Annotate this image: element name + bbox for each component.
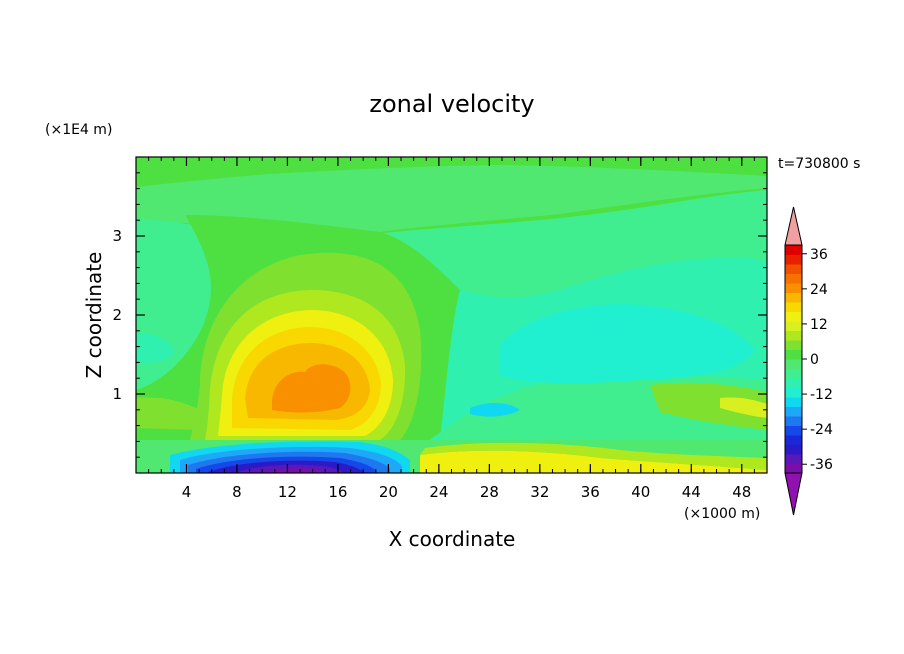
x-tick-label: 40 [631, 483, 650, 501]
chart-title: zonal velocity [369, 90, 534, 118]
colorbar-swatch [785, 264, 802, 274]
y-axis-label: Z coordinate [82, 252, 106, 379]
x-multiplier-label: (×1000 m) [684, 506, 760, 522]
teal-upper-blob [500, 304, 755, 384]
colorbar-swatch [785, 321, 802, 331]
time-label: t=730800 s [778, 156, 860, 172]
x-tick-label: 16 [328, 483, 347, 501]
colorbar-tick-label: 24 [810, 282, 828, 298]
colorbar-under-arrow [784, 472, 803, 516]
colorbar-swatch [785, 463, 802, 474]
colorbar-swatch [785, 254, 802, 265]
colorbar-swatch [785, 359, 802, 369]
x-tick-label: 36 [581, 483, 600, 501]
colorbar-swatch [785, 425, 802, 436]
colorbar-swatch [785, 245, 802, 255]
colorbar-swatch [785, 378, 802, 388]
contour-field [136, 157, 767, 473]
colorbar-swatch [785, 406, 802, 417]
x-tick-label: 20 [379, 483, 398, 501]
bottom-right-green [420, 442, 767, 470]
colorbar-tick-label: -36 [810, 457, 833, 473]
colorbar-swatch [785, 283, 802, 293]
left-teal-patch [136, 333, 175, 364]
right-lower-green [650, 382, 767, 430]
x-tick-label: 4 [182, 483, 192, 501]
colorbar-swatch [785, 454, 802, 464]
colorbar: 36 24 12 0 -12 -24 -36 [784, 206, 833, 516]
colorbar-tick-label: 0 [810, 352, 819, 368]
x-tick-label: 28 [480, 483, 499, 501]
colorbar-swatch [785, 416, 802, 426]
colorbar-swatch [785, 340, 802, 350]
colorbar-over-arrow [784, 206, 803, 246]
colorbar-tick-label: -12 [810, 387, 833, 403]
lower-left-band [136, 397, 200, 430]
colorbar-swatch [785, 330, 802, 341]
colorbar-tick-label: -24 [810, 422, 833, 438]
colorbar-tick-label: 12 [810, 317, 828, 333]
x-tick-label: 24 [429, 483, 448, 501]
y-tick-label: 2 [112, 306, 122, 324]
x-tick-label: 32 [530, 483, 549, 501]
colorbar-swatch [785, 368, 802, 379]
x-tick-label: 44 [682, 483, 701, 501]
purple-deep-core [262, 468, 322, 473]
upper-light-band [136, 165, 767, 234]
y-multiplier-label: (×1E4 m) [45, 122, 112, 138]
colorbar-swatch [785, 292, 802, 303]
colorbar-swatch [785, 435, 802, 445]
x-axis-label: X coordinate [389, 527, 516, 551]
x-tick-label: 12 [278, 483, 297, 501]
bottom-right-yellow [420, 450, 767, 473]
colorbar-swatch [785, 397, 802, 407]
y-tick-label: 1 [112, 385, 122, 403]
colorbar-swatch [785, 302, 802, 312]
colorbar-swatch [785, 444, 802, 455]
x-tick-label: 8 [232, 483, 242, 501]
colorbar-swatch [785, 349, 802, 360]
minor-ticks [135, 156, 768, 474]
colorbar-swatch [785, 311, 802, 322]
colorbar-tick-label: 36 [810, 247, 828, 263]
colorbar-swatch [785, 273, 802, 284]
y-tick-label: 3 [112, 227, 122, 245]
teal-eddy [470, 402, 520, 417]
x-tick-label: 48 [732, 483, 751, 501]
colorbar-swatch [785, 387, 802, 398]
right-lower-yellow [720, 397, 767, 418]
orange-core [272, 364, 351, 413]
